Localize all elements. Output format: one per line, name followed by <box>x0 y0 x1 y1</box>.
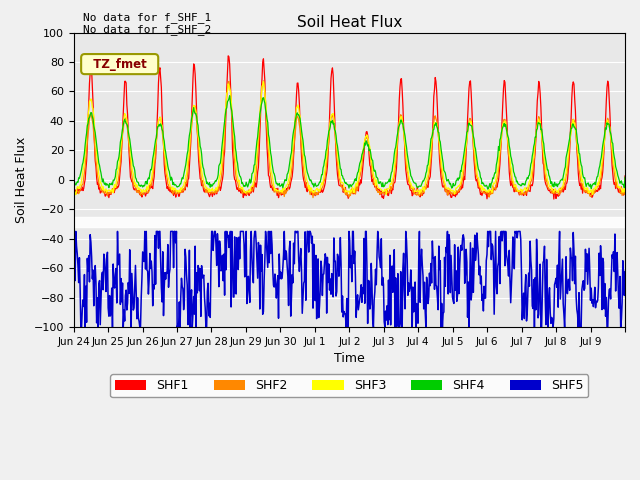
SHF1 <box>438 179 445 184</box>
Text: TZ_fmet: TZ_fmet <box>84 58 155 71</box>
SHF1 <box>264 156 271 162</box>
SHF5 <box>438 324 446 330</box>
Text: No data for f_SHF_2: No data for f_SHF_2 <box>83 24 211 35</box>
SHF3 <box>70 188 77 193</box>
SHF5 <box>285 246 293 252</box>
SHF1 <box>237 188 244 194</box>
SHF4 <box>285 168 292 173</box>
SHF4 <box>407 173 415 179</box>
SHF4 <box>237 174 244 180</box>
Text: No data for f_SHF_1: No data for f_SHF_1 <box>83 12 211 23</box>
SHF4 <box>438 151 445 156</box>
SHF3 <box>621 177 629 182</box>
SHF1 <box>70 190 77 196</box>
Line: SHF3: SHF3 <box>74 82 625 195</box>
SHF4 <box>134 180 142 185</box>
SHF3 <box>72 192 79 198</box>
SHF1 <box>621 173 629 179</box>
SHF2 <box>309 195 317 201</box>
Line: SHF2: SHF2 <box>74 81 625 198</box>
Line: SHF5: SHF5 <box>74 231 625 327</box>
SHF2 <box>408 186 415 192</box>
SHF5 <box>77 324 84 330</box>
SHF2 <box>260 78 268 84</box>
SHF3 <box>264 137 272 143</box>
Bar <box>74 216 625 227</box>
SHF4 <box>484 186 492 192</box>
Line: SHF1: SHF1 <box>74 56 625 199</box>
SHF3 <box>260 79 268 84</box>
SHF5 <box>70 267 77 273</box>
SHF5 <box>72 228 79 234</box>
SHF3 <box>135 185 143 191</box>
SHF1 <box>407 188 415 193</box>
SHF4 <box>621 174 629 180</box>
SHF2 <box>621 180 629 185</box>
SHF3 <box>237 184 244 190</box>
SHF3 <box>408 182 415 188</box>
SHF2 <box>264 138 271 144</box>
SHF5 <box>136 324 143 330</box>
SHF2 <box>70 192 77 198</box>
SHF1 <box>285 184 292 190</box>
Legend: SHF1, SHF2, SHF3, SHF4, SHF5: SHF1, SHF2, SHF3, SHF4, SHF5 <box>110 374 588 397</box>
X-axis label: Time: Time <box>334 352 365 365</box>
SHF3 <box>285 175 293 181</box>
SHF4 <box>264 119 271 125</box>
SHF2 <box>438 175 446 180</box>
Title: Soil Heat Flux: Soil Heat Flux <box>296 15 402 30</box>
Line: SHF4: SHF4 <box>74 96 625 189</box>
SHF2 <box>236 186 244 192</box>
SHF2 <box>285 182 292 188</box>
Y-axis label: Soil Heat Flux: Soil Heat Flux <box>15 137 28 223</box>
SHF5 <box>408 286 415 292</box>
SHF2 <box>134 190 142 196</box>
SHF4 <box>226 93 234 99</box>
SHF5 <box>237 228 245 234</box>
SHF4 <box>70 180 77 186</box>
SHF3 <box>438 167 446 173</box>
SHF1 <box>550 196 557 202</box>
SHF5 <box>621 269 629 275</box>
SHF1 <box>225 53 232 59</box>
SHF5 <box>264 228 272 234</box>
SHF1 <box>134 189 142 195</box>
